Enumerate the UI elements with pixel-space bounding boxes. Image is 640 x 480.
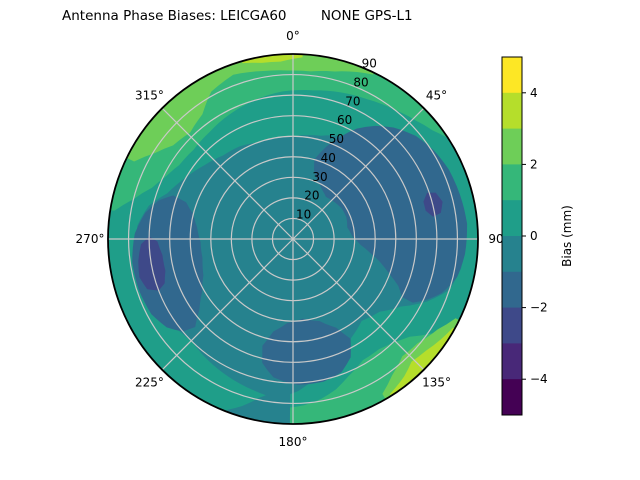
- polar-grid-spoke: [292, 107, 425, 240]
- colorbar-tick-label: 4: [530, 86, 538, 100]
- radial-tick-label: 30: [312, 170, 327, 184]
- polar-grid-spoke: [161, 107, 294, 240]
- radial-tick-label: 50: [329, 132, 344, 146]
- colorbar-tick-label: −2: [530, 301, 548, 315]
- colorbar-band: [502, 57, 522, 94]
- radial-tick-label: 70: [345, 94, 360, 108]
- contour-region-yellowgreen-sliver-bottomright: [389, 327, 455, 396]
- angular-tick-label: 90: [488, 232, 503, 246]
- contour-region-teal-rim-wedge-bottom: [226, 387, 291, 424]
- radial-tick-label: 20: [304, 189, 319, 203]
- colorbar-axis-label: Bias (mm): [560, 205, 574, 267]
- colorbar-band: [502, 379, 522, 416]
- radial-tick-label: 40: [321, 151, 336, 165]
- polar-outline: [107, 53, 479, 425]
- colorbar-band: [502, 92, 522, 130]
- colorbar-tick-label: −4: [530, 372, 548, 386]
- radial-tick-label: 10: [296, 207, 311, 221]
- angular-tick-label: 270°: [76, 232, 105, 246]
- colorbar-band: [502, 343, 522, 380]
- colorbar-band: [502, 200, 522, 237]
- colorbar-band: [502, 128, 522, 165]
- angular-tick-label: 180°: [279, 435, 308, 449]
- colorbar-band: [502, 307, 522, 344]
- colorbar-tick-label: 2: [530, 157, 538, 171]
- colorbar-band: [502, 271, 522, 309]
- polar-grid-spoke: [161, 238, 294, 371]
- radial-tick-label: 80: [353, 76, 368, 90]
- angular-tick-label: 225°: [135, 376, 164, 390]
- chart-title: Antenna Phase Biases: LEICGA60 NONE GPS-…: [62, 8, 413, 24]
- angular-tick-label: 135°: [422, 376, 451, 390]
- contour-region-yellowgreen-sliver-top: [242, 54, 303, 64]
- contour-region-darkblue-core-left: [138, 236, 166, 291]
- colorbar-band: [502, 236, 522, 273]
- contour-region-lightgreen-arc-top: [126, 54, 375, 162]
- angular-tick-label: 45°: [426, 88, 447, 102]
- angular-tick-label: 315°: [135, 88, 164, 102]
- polar-grid-spoke: [292, 238, 425, 371]
- angular-tick-label: 0°: [286, 29, 300, 43]
- radial-tick-label: 60: [337, 113, 352, 127]
- contour-region-blue-topright: [314, 125, 468, 303]
- colorbar-band: [502, 164, 522, 201]
- colorbar-tick-label: 0: [530, 229, 538, 243]
- radial-tick-label: 90: [362, 57, 377, 71]
